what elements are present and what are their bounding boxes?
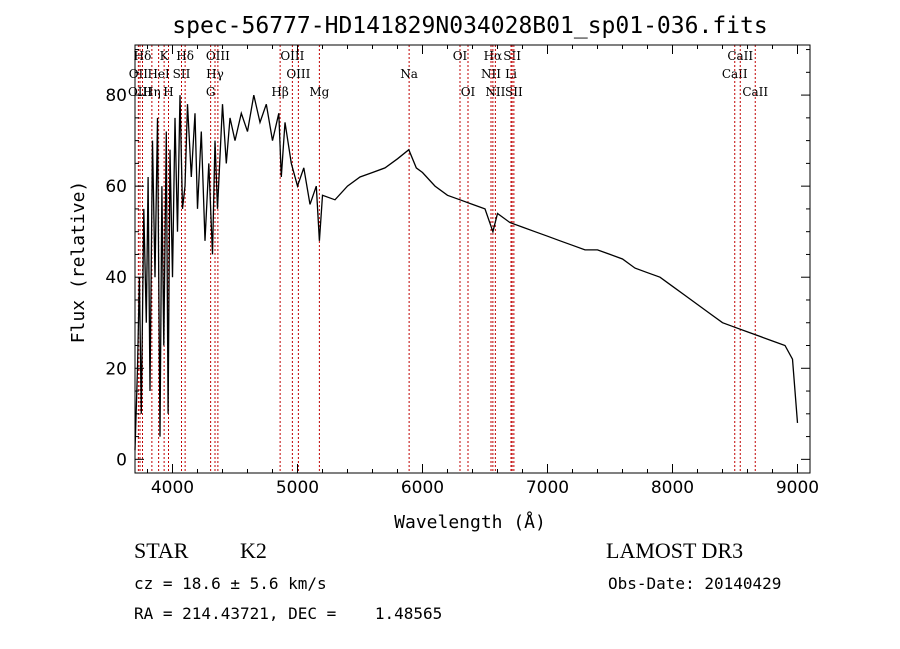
observation-date: Obs-Date: 20140429 — [608, 574, 782, 593]
survey-name: LAMOST DR3 — [606, 538, 744, 563]
y-tick-label: 60 — [105, 177, 127, 197]
x-tick-label: 9000 — [776, 478, 819, 498]
spectral-line-label: Hδ — [176, 49, 194, 63]
x-tick-label: 7000 — [526, 478, 569, 498]
x-tick-label: 8000 — [651, 478, 694, 498]
spectral-line-label: OI — [453, 49, 468, 63]
spectral-line-label: NII — [481, 67, 501, 81]
spectral-line-label: SII — [503, 49, 521, 63]
y-tick-label: 20 — [105, 359, 127, 379]
spectrum-series — [134, 94, 799, 451]
spectral-line-label: Hγ — [206, 67, 224, 81]
spectral-line-label: Hη — [143, 85, 161, 99]
spectrum-line-0 — [134, 94, 799, 451]
spectral-line-label: OIII — [206, 49, 230, 63]
spectral-line-label: Hδ — [134, 49, 152, 63]
y-tick-label: 80 — [105, 86, 127, 106]
spectral-line-label: Li — [505, 67, 517, 81]
redshift-readout: cz = 18.6 ± 5.6 km/s — [134, 574, 327, 593]
spectral-line-label: OI — [461, 85, 476, 99]
spectral-line-label: OIII — [128, 85, 152, 99]
plot-frame — [134, 44, 811, 474]
spectral-line-label: SII — [173, 67, 191, 81]
spectral-line-label: Na — [400, 67, 418, 81]
spectral-line-label: G — [206, 85, 216, 99]
spectral-line-label: CaII — [727, 49, 753, 63]
spectral-line-label: Mg — [309, 85, 329, 99]
x-tick-label: 4000 — [151, 478, 194, 498]
spectral-line-label: K — [160, 49, 170, 63]
spectral-line-label: Hα — [484, 49, 503, 63]
spectral-line-label: Hβ — [271, 85, 288, 99]
spectral-line-label: H — [163, 85, 173, 99]
spectral-line-label: NII — [485, 85, 505, 99]
object-class: STAR — [134, 538, 189, 563]
spectral-line-label: OIII — [286, 67, 310, 81]
spectral-line-label: CaII — [742, 85, 768, 99]
spectral-line-label: HeI — [147, 67, 170, 81]
object-subclass: K2 — [240, 538, 267, 563]
spectral-line-label: OII — [129, 67, 149, 81]
spectral-line-label: OIII — [280, 49, 304, 63]
axis-ticks: 4000 5000 6000 7000 8000 9000 0 20 40 60 80 — [105, 45, 819, 498]
x-axis-label: Wavelength (Å) — [394, 511, 546, 533]
x-tick-label: 5000 — [276, 478, 319, 498]
y-tick-label: 0 — [116, 450, 127, 470]
spectral-line-label: CaII — [722, 67, 748, 81]
y-axis-label: Flux (relative) — [68, 181, 89, 344]
y-tick-label: 40 — [105, 268, 127, 288]
chart-title: spec-56777-HD141829N034028B01_sp01-036.f… — [172, 13, 767, 39]
x-tick-label: 6000 — [401, 478, 444, 498]
spectral-line-label: SII — [505, 85, 523, 99]
coordinates-readout: RA = 214.43721, DEC = 1.48565 — [134, 604, 443, 623]
